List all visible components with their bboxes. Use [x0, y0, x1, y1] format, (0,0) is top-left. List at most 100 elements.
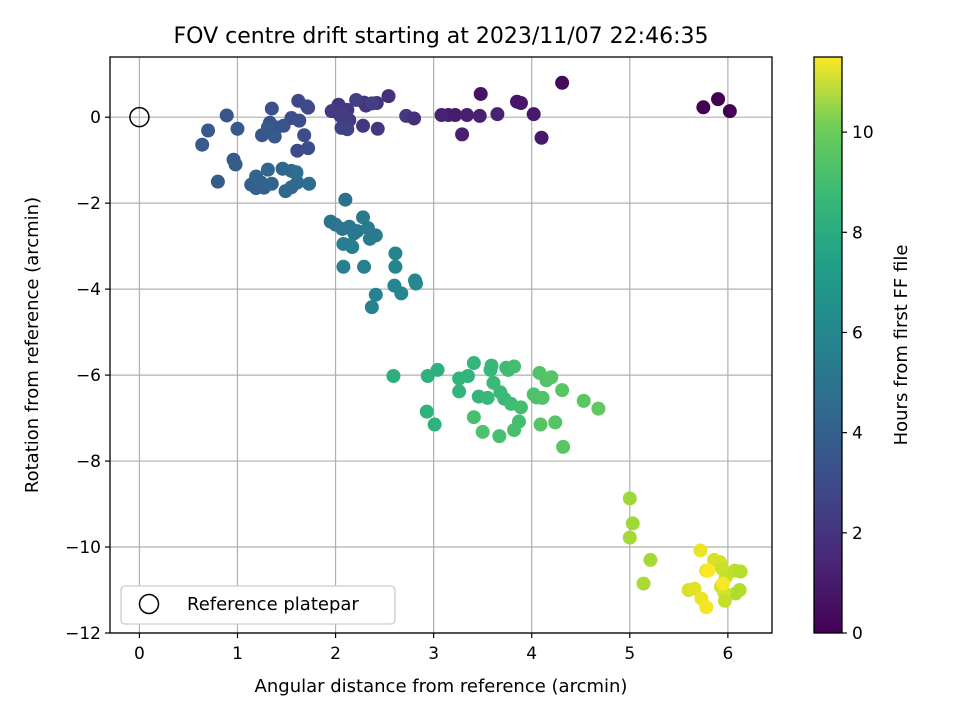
y-tick-label: −2	[76, 194, 101, 214]
data-point	[338, 192, 353, 207]
legend-label-reference: Reference platepar	[187, 594, 359, 615]
legend-marker-reference	[138, 593, 160, 615]
data-point	[711, 92, 726, 107]
data-point	[388, 259, 403, 274]
data-point	[534, 130, 549, 145]
y-tick-label: 0	[90, 108, 101, 128]
data-point	[364, 96, 379, 111]
data-point	[264, 101, 279, 116]
data-point	[507, 359, 522, 374]
data-point	[427, 417, 442, 432]
y-axis-ticks: 0 −2 −4 −6 −8 −10 −12	[65, 108, 110, 644]
data-point	[386, 368, 401, 383]
data-point	[480, 390, 495, 405]
colorbar-tick-label: 4	[852, 424, 863, 444]
data-point	[696, 100, 711, 115]
data-point	[526, 107, 541, 122]
data-point	[455, 127, 470, 142]
data-point	[555, 75, 570, 90]
x-tick-label: 3	[428, 644, 439, 664]
colorbar-tick-label: 0	[852, 624, 863, 644]
plot-frame	[109, 56, 773, 634]
data-point	[289, 165, 304, 180]
x-tick-label: 4	[526, 644, 537, 664]
data-point	[345, 239, 360, 254]
data-point	[278, 184, 293, 199]
data-point	[544, 370, 559, 385]
data-point	[622, 491, 637, 506]
data-point	[260, 120, 275, 135]
data-point	[356, 210, 371, 225]
data-point	[228, 157, 243, 172]
data-point	[381, 89, 396, 104]
data-point	[484, 358, 499, 373]
data-point	[576, 393, 591, 408]
data-point	[693, 543, 708, 558]
data-points	[195, 75, 748, 615]
data-point	[290, 143, 305, 158]
chart-title: FOV centre drift starting at 2023/11/07 …	[174, 24, 709, 49]
data-point	[548, 415, 563, 430]
colorbar-label: Hours from first FF file	[891, 245, 912, 446]
data-point	[699, 600, 714, 615]
data-point	[276, 118, 291, 133]
data-point	[490, 107, 505, 122]
data-point	[715, 576, 730, 591]
data-point	[687, 581, 702, 596]
data-point	[733, 564, 748, 579]
colorbar-tick-label: 10	[852, 123, 874, 143]
colorbar-tick-label: 6	[852, 323, 863, 343]
data-point	[434, 108, 449, 123]
x-tick-label: 1	[232, 644, 243, 664]
colorbar-gradient	[813, 56, 843, 634]
x-tick-label: 0	[134, 644, 145, 664]
data-point	[507, 423, 522, 438]
data-point	[336, 259, 351, 274]
data-point	[535, 390, 550, 405]
data-point	[264, 176, 279, 191]
data-point	[472, 108, 487, 123]
data-point	[643, 552, 658, 567]
data-point	[394, 286, 409, 301]
data-point	[636, 576, 651, 591]
data-point	[717, 593, 732, 608]
data-point	[210, 174, 225, 189]
data-point	[260, 162, 275, 177]
y-tick-label: −12	[65, 624, 101, 644]
data-point	[459, 108, 474, 123]
data-point	[460, 368, 475, 383]
data-point	[350, 224, 365, 239]
data-point	[333, 108, 348, 123]
data-point	[201, 123, 216, 138]
data-point	[513, 95, 528, 110]
data-point	[349, 92, 364, 107]
data-point	[473, 86, 488, 101]
data-point	[370, 121, 385, 136]
x-tick-label: 5	[624, 644, 635, 664]
data-point	[368, 287, 383, 302]
data-point	[419, 404, 434, 419]
data-point	[357, 259, 372, 274]
colorbar-tick-label: 2	[852, 524, 863, 544]
data-point	[466, 410, 481, 425]
grid-lines	[110, 57, 772, 634]
x-tick-label: 2	[330, 644, 341, 664]
data-point	[555, 383, 570, 398]
data-point	[625, 516, 640, 531]
data-point	[356, 118, 371, 133]
y-tick-label: −8	[76, 452, 101, 472]
data-point	[297, 128, 312, 143]
data-point	[722, 104, 737, 119]
data-point	[364, 300, 379, 315]
data-point	[452, 384, 467, 399]
reference-marker	[129, 106, 150, 128]
legend: Reference platepar	[120, 585, 396, 625]
x-axis-label: Angular distance from reference (arcmin)	[255, 676, 628, 697]
data-point	[408, 276, 423, 291]
data-point	[556, 439, 571, 454]
data-point	[302, 176, 317, 191]
colorbar-tick-label: 8	[852, 223, 863, 243]
data-point	[466, 356, 481, 371]
x-axis-ticks: 0 1 2 3 4 5 6	[134, 633, 733, 664]
